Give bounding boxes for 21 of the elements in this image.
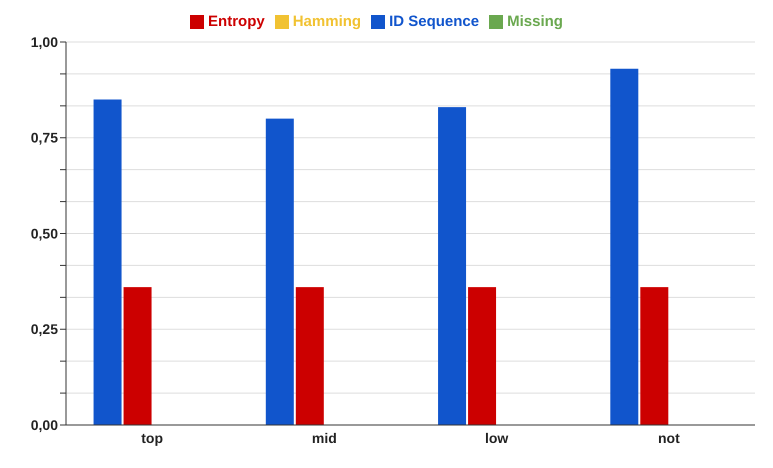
y-tick-label: 1,00 xyxy=(30,34,58,50)
bar xyxy=(94,99,122,425)
x-tick-label: top xyxy=(141,430,164,446)
bar xyxy=(438,107,466,425)
y-tick-label: 0,50 xyxy=(30,225,58,242)
bar xyxy=(124,287,152,425)
x-tick-label: mid xyxy=(312,430,337,446)
legend-label: ID Sequence xyxy=(389,13,480,30)
bar xyxy=(610,68,638,425)
bar xyxy=(640,287,668,425)
y-tick-label: 0,00 xyxy=(30,416,58,433)
x-tick-label: low xyxy=(484,430,508,446)
legend-label: Entropy xyxy=(208,13,265,30)
legend-label: Missing xyxy=(507,13,563,30)
bar xyxy=(296,287,324,425)
x-tick-label: not xyxy=(658,430,680,446)
bar xyxy=(468,287,496,425)
y-tick-label: 0,75 xyxy=(30,130,58,146)
y-tick-label: 0,25 xyxy=(30,321,58,338)
bar xyxy=(266,118,294,425)
legend-label: Hamming xyxy=(292,13,362,30)
